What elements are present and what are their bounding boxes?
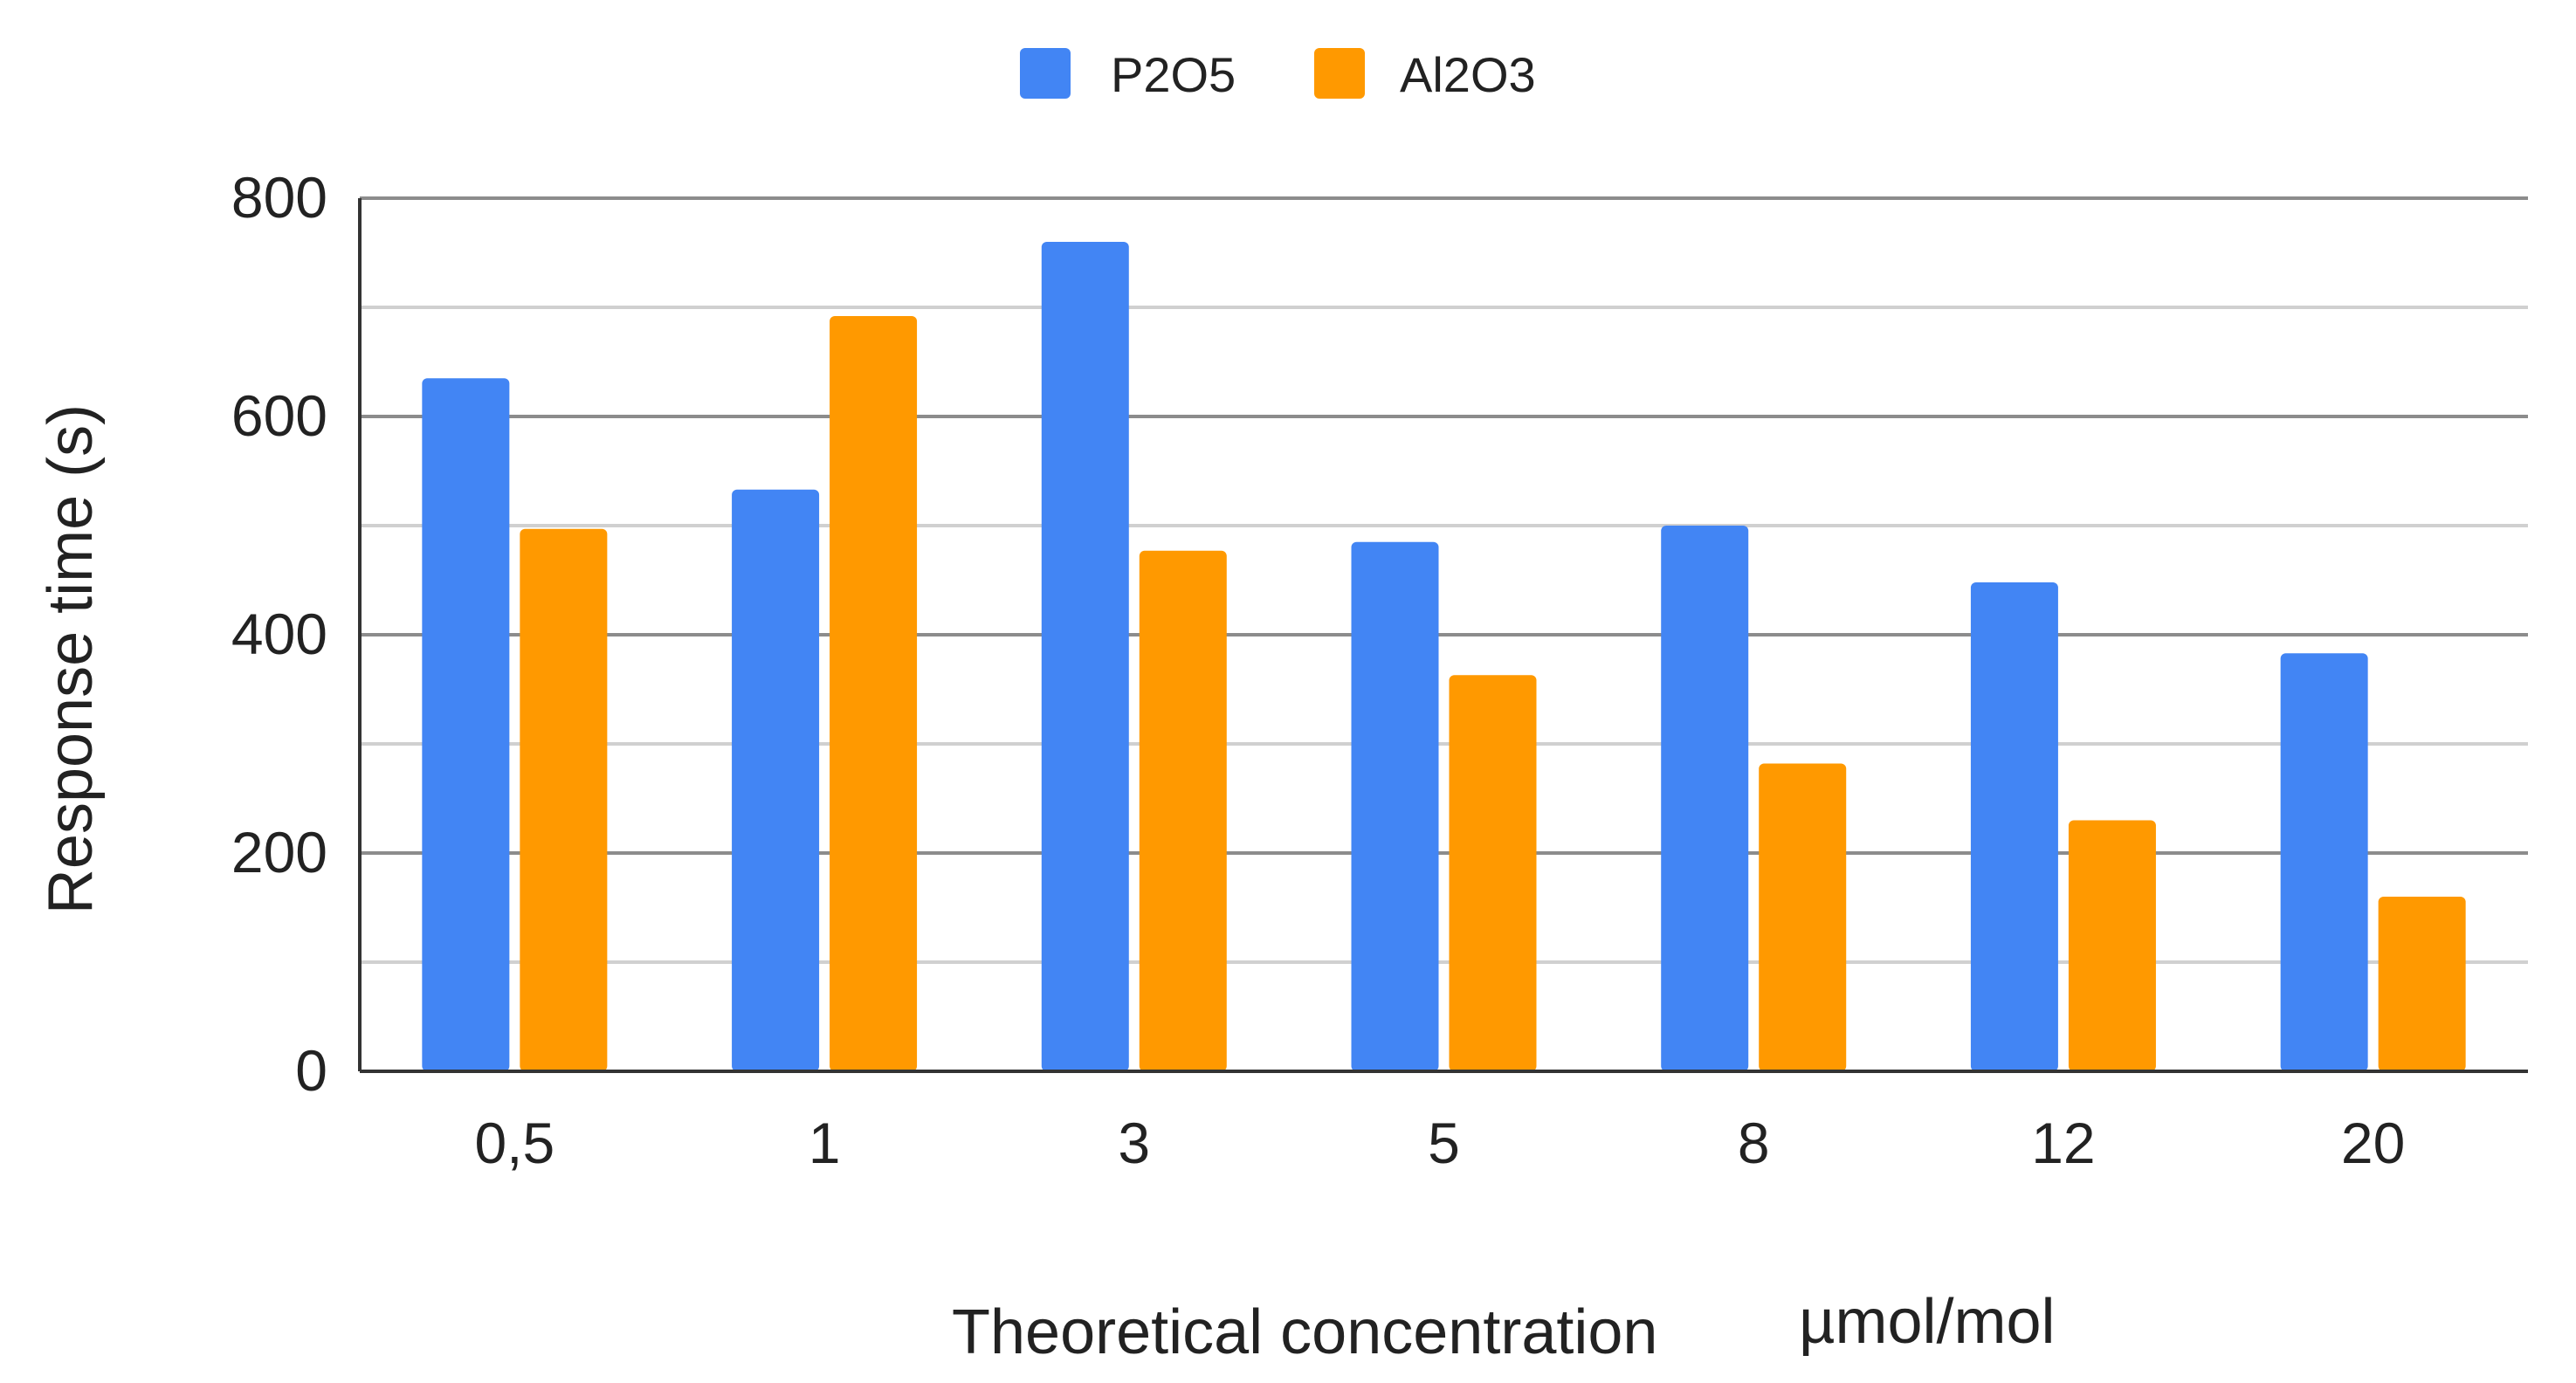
bar-al2o3-5 [1449,675,1537,1071]
legend-label-al2o3: Al2O3 [1400,47,1536,102]
x-tick-label: 1 [809,1111,841,1175]
y-tick-label: 0 [295,1038,327,1103]
grid-layer [360,196,2528,964]
y-tick-label: 600 [231,383,327,448]
x-axis-title: Theoretical concentration [952,1297,1657,1367]
bar-p2o5-8 [1661,526,1749,1071]
legend-label-p2o5: P2O5 [1111,47,1236,102]
legend: P2O5 Al2O3 [1020,47,1536,102]
x-tick-label: 12 [2031,1111,2095,1175]
bar-layer [422,242,2466,1071]
bar-p2o5-12 [1970,582,2058,1071]
y-tick-label: 200 [231,820,327,884]
y-axis-title: Response time (s) [36,404,106,914]
bar-p2o5-5 [1351,541,1439,1071]
bar-al2o3-12 [2068,820,2156,1071]
axis-layer: 0 200 400 600 800 0,5 1 3 5 8 12 20 [231,165,2528,1175]
bar-al2o3-20 [2378,897,2466,1071]
bar-al2o3-8 [1759,763,1847,1071]
y-tick-label: 400 [231,602,327,666]
x-tick-label: 20 [2341,1111,2405,1175]
bar-al2o3-0-5 [520,528,608,1071]
bar-p2o5-1 [732,489,820,1071]
x-axis-unit: µmol/mol [1799,1287,2056,1357]
x-tick-label: 8 [1738,1111,1770,1175]
legend-swatch-al2o3 [1314,48,1365,99]
bar-al2o3-3 [1139,550,1227,1071]
bar-p2o5-3 [1041,242,1129,1071]
y-tick-label: 800 [231,165,327,230]
bar-p2o5-20 [2280,653,2368,1071]
bar-al2o3-1 [830,316,918,1071]
legend-swatch-p2o5 [1020,48,1071,99]
bar-p2o5-0-5 [422,378,510,1071]
x-tick-label: 0,5 [474,1111,554,1175]
x-tick-label: 5 [1428,1111,1460,1175]
x-tick-label: 3 [1118,1111,1150,1175]
